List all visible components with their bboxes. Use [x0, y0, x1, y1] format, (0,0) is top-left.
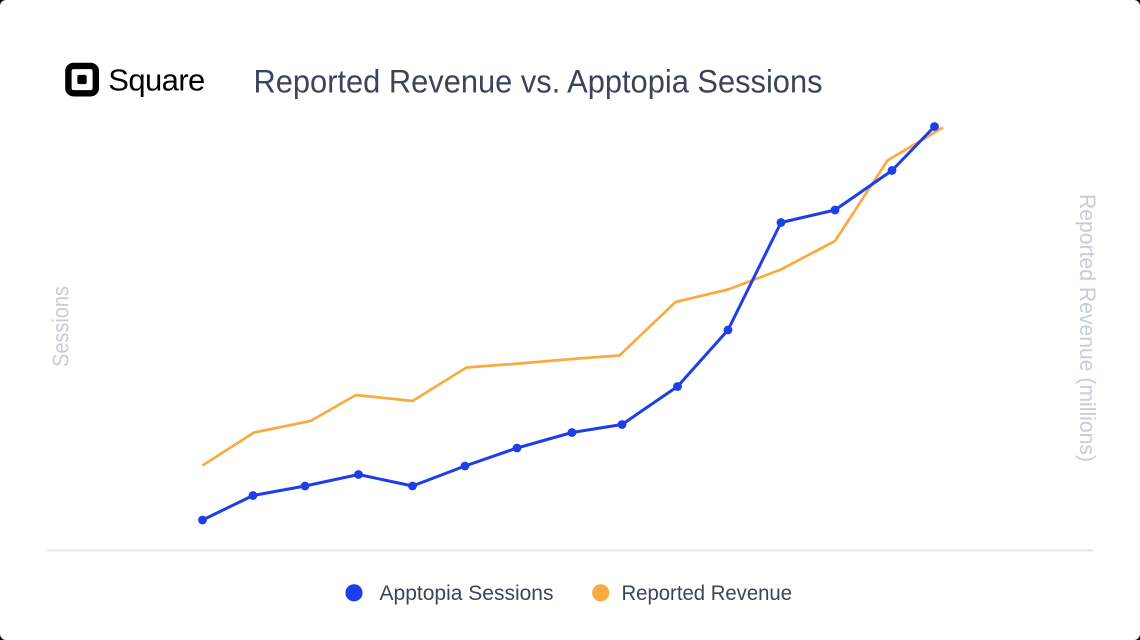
svg-text:Reported Revenue (millions): Reported Revenue (millions): [1075, 194, 1100, 462]
svg-text:Square: Square: [108, 62, 205, 97]
svg-text:Reported Revenue vs. Apptopia: Reported Revenue vs. Apptopia Sessions: [254, 63, 823, 99]
svg-text:Sessions: Sessions: [47, 286, 73, 367]
svg-text:Reported Revenue: Reported Revenue: [622, 581, 793, 605]
svg-text:Apptopia Sessions: Apptopia Sessions: [380, 581, 554, 605]
